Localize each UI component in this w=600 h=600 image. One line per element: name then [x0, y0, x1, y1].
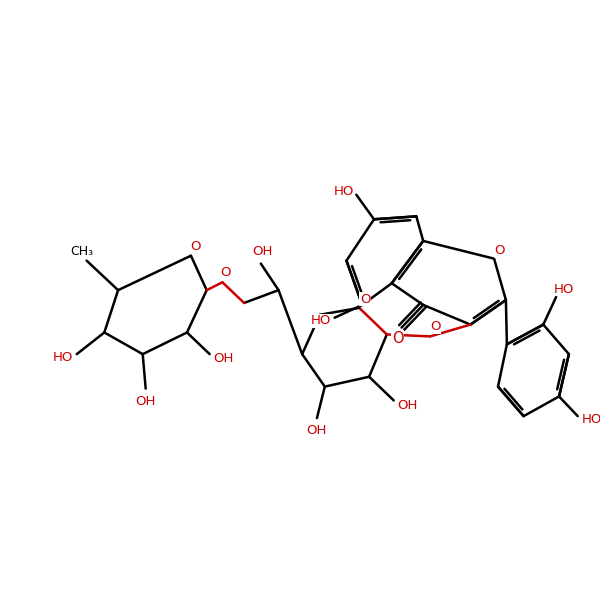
Text: O: O [220, 266, 230, 279]
Text: HO: HO [334, 185, 353, 198]
Text: O: O [360, 293, 370, 305]
Text: O: O [191, 241, 201, 253]
Text: HO: HO [554, 283, 574, 296]
Text: OH: OH [136, 395, 156, 408]
Text: HO: HO [311, 314, 331, 327]
Text: OH: OH [253, 245, 273, 258]
Text: O: O [392, 331, 403, 346]
Text: O: O [495, 244, 505, 257]
Text: HO: HO [53, 350, 73, 364]
Text: HO: HO [581, 413, 600, 425]
Text: O: O [430, 320, 440, 333]
Text: CH₃: CH₃ [70, 245, 93, 258]
Text: OH: OH [213, 352, 233, 365]
Text: OH: OH [397, 399, 418, 412]
Text: OH: OH [307, 424, 327, 437]
